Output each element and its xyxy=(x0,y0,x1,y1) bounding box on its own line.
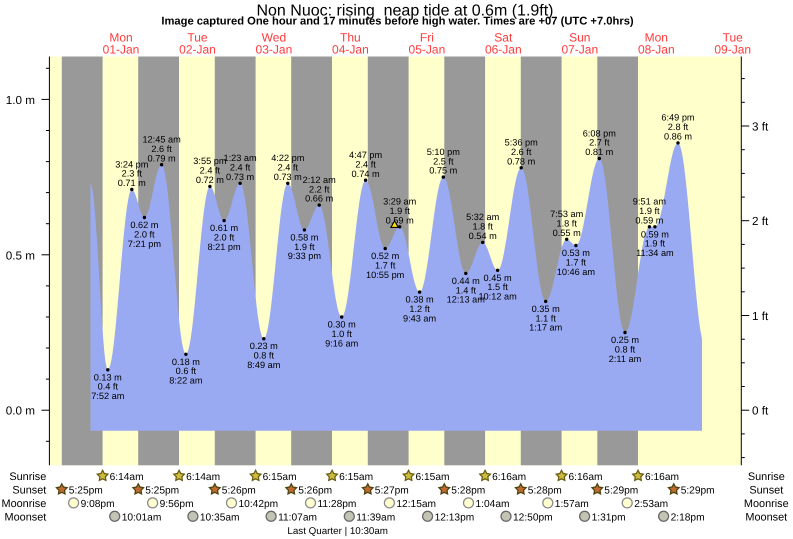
svg-text:12:13pm: 12:13pm xyxy=(435,512,475,523)
svg-text:2 ft: 2 ft xyxy=(752,215,769,228)
svg-text:6:14am: 6:14am xyxy=(186,472,220,483)
svg-text:5:26pm: 5:26pm xyxy=(298,485,332,496)
svg-text:5:29pm: 5:29pm xyxy=(681,485,715,496)
svg-text:6:15am: 6:15am xyxy=(263,472,297,483)
svg-text:Sunset: Sunset xyxy=(12,485,46,497)
svg-text:5:28pm: 5:28pm xyxy=(451,485,485,496)
svg-text:6:15am: 6:15am xyxy=(416,472,450,483)
svg-text:5:36 pm2.6 ft0.78 m: 5:36 pm 2.6 ft 0.78 m xyxy=(505,138,539,167)
svg-text:11:07am: 11:07am xyxy=(278,512,317,523)
svg-text:0.62 m2.0 ft7:21 pm: 0.62 m 2.0 ft 7:21 pm xyxy=(128,220,162,249)
svg-text:2:53am: 2:53am xyxy=(634,499,668,510)
svg-text:5:29pm: 5:29pm xyxy=(604,485,638,496)
svg-text:1.0 m: 1.0 m xyxy=(6,94,35,107)
svg-text:12:50pm: 12:50pm xyxy=(513,512,553,523)
svg-text:2:18pm: 2:18pm xyxy=(671,512,705,523)
svg-text:0.0 m: 0.0 m xyxy=(6,405,35,418)
svg-text:12:15am: 12:15am xyxy=(396,499,436,510)
svg-text:1:31pm: 1:31pm xyxy=(592,512,626,523)
svg-text:5:28pm: 5:28pm xyxy=(528,485,562,496)
svg-text:Sunset: Sunset xyxy=(749,485,783,497)
svg-text:9:51 am1.9 ft0.59 m: 9:51 am 1.9 ft 0.59 m xyxy=(633,197,667,226)
svg-text:Sunrise: Sunrise xyxy=(748,471,785,483)
svg-text:Sunrise: Sunrise xyxy=(9,471,46,483)
svg-text:Moonset: Moonset xyxy=(745,512,787,524)
svg-text:0 ft: 0 ft xyxy=(752,405,769,418)
svg-text:5:27pm: 5:27pm xyxy=(375,485,409,496)
svg-text:3 ft: 3 ft xyxy=(752,121,769,134)
svg-text:11:39am: 11:39am xyxy=(356,512,395,523)
svg-text:10:35am: 10:35am xyxy=(200,512,240,523)
svg-text:Image captured One hour and 17: Image captured One hour and 17 minutes b… xyxy=(161,15,634,27)
svg-text:5:25pm: 5:25pm xyxy=(69,485,103,496)
svg-text:Moonrise: Moonrise xyxy=(744,498,789,510)
svg-text:1 ft: 1 ft xyxy=(752,310,769,323)
svg-text:5:26pm: 5:26pm xyxy=(222,485,256,496)
svg-text:6:16am: 6:16am xyxy=(569,472,603,483)
svg-text:Last Quarter | 10:30am: Last Quarter | 10:30am xyxy=(287,526,388,537)
svg-text:6:16am: 6:16am xyxy=(645,472,679,483)
svg-text:Non Nuoc: rising neap tide at: Non Nuoc: rising neap tide at 0.6m (1.9f… xyxy=(256,3,553,20)
svg-text:Moonrise: Moonrise xyxy=(2,498,47,510)
svg-text:10:42pm: 10:42pm xyxy=(239,499,279,510)
svg-text:9:08pm: 9:08pm xyxy=(81,499,115,510)
svg-text:6:16am: 6:16am xyxy=(492,472,526,483)
svg-text:0.5 m: 0.5 m xyxy=(6,249,35,262)
svg-text:6:15am: 6:15am xyxy=(339,472,373,483)
svg-text:0.35 m1.1 ft1:17 am: 0.35 m 1.1 ft 1:17 am xyxy=(529,304,563,333)
svg-text:1:04am: 1:04am xyxy=(476,499,510,510)
svg-text:6:14am: 6:14am xyxy=(110,472,144,483)
svg-text:10:01am: 10:01am xyxy=(122,512,162,523)
svg-text:5:25pm: 5:25pm xyxy=(145,485,179,496)
svg-text:9:56pm: 9:56pm xyxy=(160,499,194,510)
svg-text:11:28pm: 11:28pm xyxy=(318,499,357,510)
svg-text:Moonset: Moonset xyxy=(5,512,47,524)
svg-text:1:57am: 1:57am xyxy=(555,499,589,510)
